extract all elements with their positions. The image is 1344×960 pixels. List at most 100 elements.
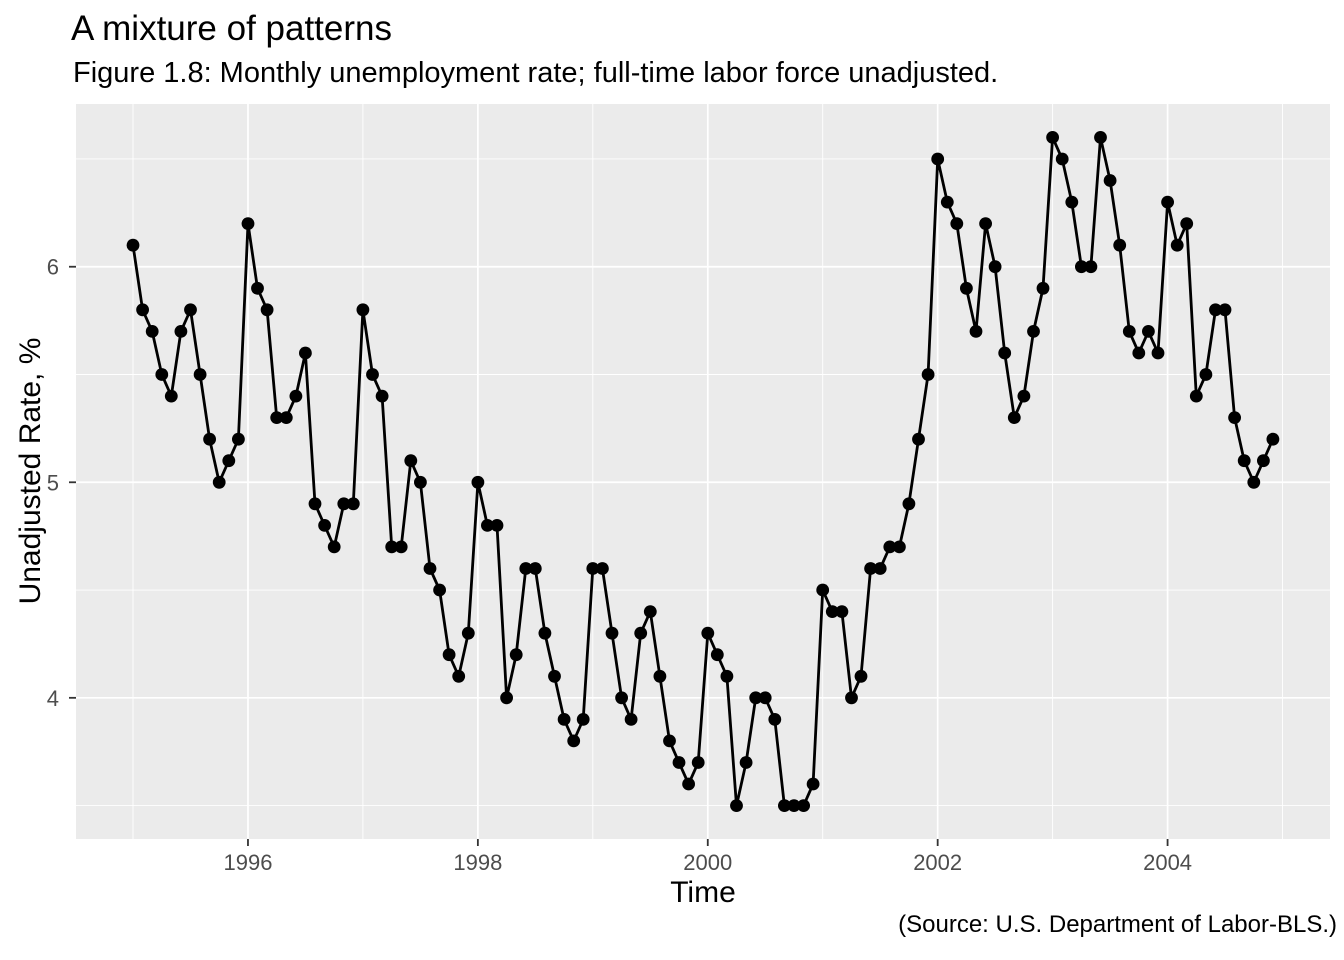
- data-point: [1094, 131, 1107, 144]
- y-tick-label: 4: [47, 686, 59, 711]
- data-point: [921, 368, 935, 381]
- y-tick-label: 6: [47, 255, 59, 280]
- data-point: [1046, 131, 1059, 144]
- data-point: [1132, 346, 1146, 360]
- data-point: [394, 540, 408, 554]
- data-point: [538, 626, 552, 640]
- data-point: [212, 475, 226, 489]
- data-point: [969, 325, 983, 338]
- data-point: [845, 691, 858, 705]
- data-point: [758, 691, 772, 705]
- data-point: [778, 799, 791, 812]
- data-point: [1266, 432, 1280, 446]
- data-point: [979, 217, 992, 231]
- data-point: [414, 475, 427, 489]
- data-point: [356, 303, 370, 317]
- data-point: [864, 562, 877, 575]
- data-point: [576, 713, 590, 726]
- data-point: [1075, 260, 1088, 274]
- data-point: [873, 562, 887, 575]
- data-point: [1209, 303, 1222, 317]
- data-point: [1122, 325, 1136, 338]
- data-point: [548, 669, 561, 683]
- data-point: [136, 303, 150, 317]
- data-point: [672, 756, 686, 769]
- data-point: [1084, 260, 1098, 274]
- data-point: [528, 562, 542, 575]
- data-point: [634, 626, 648, 640]
- data-point: [854, 669, 868, 683]
- data-point: [1055, 152, 1069, 166]
- data-point: [327, 540, 341, 554]
- data-point: [1218, 303, 1232, 317]
- data-point: [1103, 174, 1117, 187]
- data-point: [423, 562, 437, 575]
- data-point: [902, 497, 916, 511]
- data-point: [720, 669, 734, 683]
- data-point: [519, 562, 533, 575]
- chart-subtitle: Figure 1.8: Monthly unemployment rate; f…: [73, 57, 999, 89]
- data-point: [1027, 325, 1040, 338]
- data-point: [1142, 325, 1155, 338]
- plot-panel-background: [76, 104, 1330, 839]
- data-point: [998, 346, 1012, 360]
- data-point: [1189, 389, 1203, 403]
- data-point: [883, 540, 897, 554]
- x-tick-label: 2004: [1143, 850, 1192, 875]
- y-tick-label: 5: [47, 470, 59, 495]
- data-point: [912, 432, 925, 446]
- data-point: [452, 669, 466, 683]
- data-point: [1237, 454, 1251, 468]
- data-point: [318, 519, 331, 532]
- data-point: [691, 756, 705, 769]
- data-point: [730, 799, 743, 812]
- data-point: [1151, 346, 1165, 360]
- data-point: [270, 411, 284, 424]
- data-point: [366, 368, 379, 381]
- data-point: [739, 756, 753, 769]
- chart-caption: (Source: U.S. Department of Labor-BLS.): [898, 911, 1337, 938]
- data-point: [768, 713, 782, 726]
- data-point: [442, 648, 456, 662]
- data-point: [1170, 238, 1184, 252]
- data-point: [940, 195, 954, 209]
- data-point: [624, 713, 638, 726]
- data-point: [605, 626, 619, 640]
- data-point: [308, 497, 322, 511]
- data-point: [337, 497, 351, 511]
- data-point: [299, 346, 312, 360]
- x-tick-label: 2000: [683, 850, 732, 875]
- data-point: [1007, 411, 1021, 424]
- data-point: [126, 238, 140, 252]
- data-point: [797, 799, 810, 812]
- data-point: [557, 713, 571, 726]
- data-point: [404, 454, 418, 468]
- data-point: [1199, 368, 1213, 381]
- data-point: [433, 583, 446, 597]
- data-point: [1257, 454, 1270, 468]
- chart-title: A mixture of patterns: [71, 9, 392, 48]
- data-point: [806, 777, 820, 791]
- data-point: [663, 734, 676, 748]
- data-point: [1036, 281, 1050, 295]
- data-point: [279, 411, 293, 424]
- data-point: [509, 648, 523, 662]
- data-point: [500, 691, 513, 705]
- data-point: [710, 648, 724, 662]
- x-tick-label: 1996: [223, 850, 272, 875]
- data-point: [653, 669, 667, 683]
- data-point: [461, 626, 475, 640]
- data-point: [241, 217, 255, 231]
- data-point: [615, 691, 628, 705]
- data-point: [1065, 195, 1079, 209]
- data-point: [816, 583, 830, 597]
- data-point: [931, 152, 945, 166]
- data-point: [490, 519, 504, 532]
- data-point: [471, 475, 485, 489]
- data-point: [825, 605, 839, 618]
- data-point: [481, 519, 494, 532]
- data-point: [260, 303, 274, 317]
- data-point: [586, 562, 600, 575]
- data-point: [222, 454, 236, 468]
